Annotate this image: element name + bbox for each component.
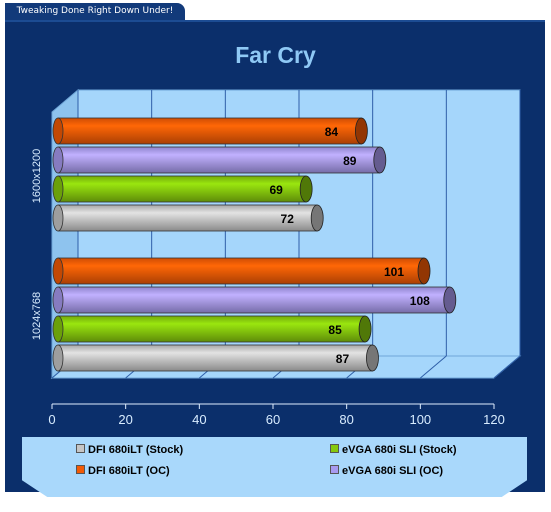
bar [57, 204, 318, 232]
legend-label: DFI 680iLT (Stock) [88, 444, 184, 456]
bar-end-cap [299, 175, 313, 203]
bar-value-label: 87 [336, 352, 350, 366]
bar-value-label: 108 [410, 294, 430, 308]
legend-item-evga-oc: eVGA 680i SLI (OC) [330, 465, 443, 477]
x-tick-label: 120 [483, 412, 505, 427]
bar [57, 117, 362, 145]
bar-end-cap [417, 257, 431, 285]
bar-left-cap [52, 286, 64, 314]
category-label: 1024x768 [31, 292, 43, 340]
bar-left-cap [52, 175, 64, 203]
bar-value-label: 84 [325, 125, 339, 139]
bar-end-cap [373, 146, 387, 174]
legend-item-dfi-oc: DFI 680iLT (OC) [76, 465, 170, 477]
bar [57, 344, 373, 372]
bar [57, 146, 381, 174]
x-tick-label: 0 [48, 412, 55, 427]
bar-end-cap [358, 315, 372, 343]
bar-end-cap [443, 286, 457, 314]
category-label: 1600x1200 [31, 149, 43, 203]
bar-left-cap [52, 315, 64, 343]
bar-end-cap [354, 117, 368, 145]
bar-value-label: 85 [328, 323, 342, 337]
x-tick-label: 100 [409, 412, 431, 427]
legend-swatch [76, 444, 85, 453]
legend-swatch [330, 465, 339, 474]
floor-gridline [493, 355, 521, 379]
x-tick-label: 60 [266, 412, 280, 427]
bar-left-cap [52, 344, 64, 372]
bar-left-cap [52, 204, 64, 232]
bar-value-label: 89 [343, 154, 357, 168]
site-tagline: Tweaking Done Right Down Under! [5, 3, 185, 20]
legend-swatch [76, 465, 85, 474]
bar-value-label: 72 [281, 212, 295, 226]
bar [57, 257, 425, 285]
x-tick-label: 20 [118, 412, 132, 427]
x-tick-label: 80 [339, 412, 353, 427]
x-tick-label: 40 [192, 412, 206, 427]
bar [57, 175, 307, 203]
bar [57, 286, 451, 314]
bar-left-cap [52, 117, 64, 145]
legend-label: eVGA 680i SLI (Stock) [342, 444, 457, 456]
bar-left-cap [52, 257, 64, 285]
legend-swatch [330, 444, 339, 453]
legend: DFI 680iLT (Stock) eVGA 680i SLI (Stock)… [22, 437, 527, 497]
legend-item-dfi-stock: DFI 680iLT (Stock) [76, 444, 183, 456]
floor-gridline [420, 355, 447, 379]
bar-left-cap [52, 146, 64, 174]
bar [57, 315, 366, 343]
legend-label: eVGA 680i SLI (OC) [342, 465, 444, 477]
bar-end-cap [366, 344, 379, 372]
legend-label: DFI 680iLT (OC) [88, 465, 170, 477]
chart-title: Far Cry [235, 42, 316, 68]
bar-end-cap [310, 204, 324, 232]
bar-value-label: 69 [269, 183, 283, 197]
bar-value-label: 101 [384, 265, 404, 279]
legend-item-evga-stock: eVGA 680i SLI (Stock) [330, 444, 457, 456]
